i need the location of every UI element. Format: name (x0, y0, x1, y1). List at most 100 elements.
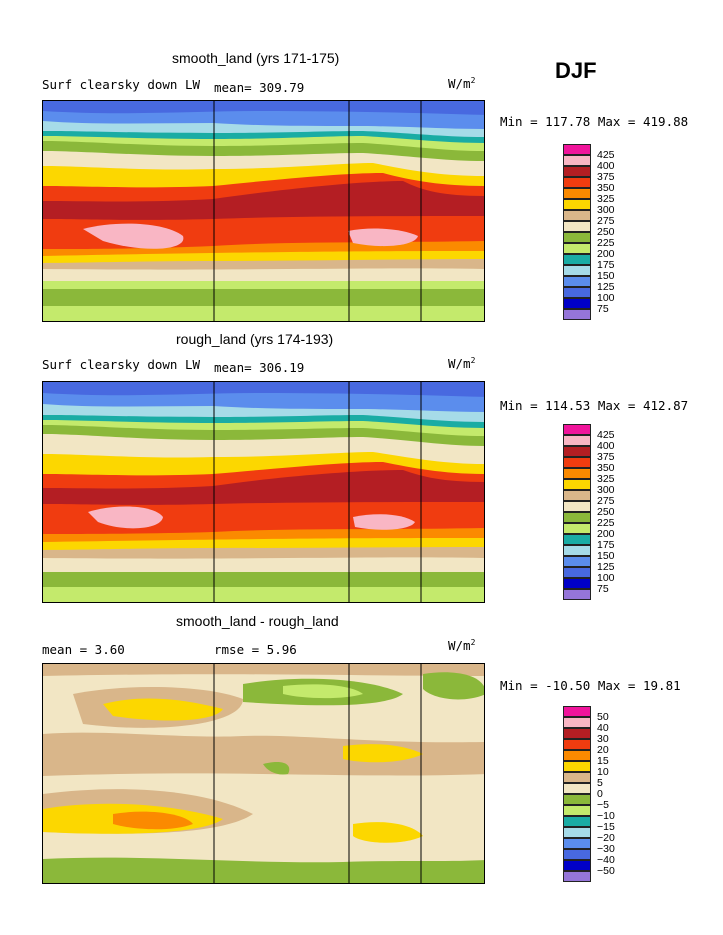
diff-region-d (283, 684, 363, 699)
colorbar-tick-label: 175 (597, 259, 615, 271)
colorbar-tick-label: 425 (597, 149, 615, 161)
panel-3-rmse-label: rmse = 5.96 (214, 642, 297, 657)
panel-1-contour-plot (42, 100, 485, 322)
colorbar-tick-label: 375 (597, 171, 615, 183)
colorbar-tick-label: 40 (597, 722, 609, 734)
colorbar-swatch (563, 750, 591, 761)
colorbar-swatch (563, 827, 591, 838)
colorbar-tick-label: 125 (597, 561, 615, 573)
colorbar-tick-label: 15 (597, 755, 609, 767)
colorbar-tick-label: 400 (597, 160, 615, 172)
panel-1-units: W/m2 (448, 76, 476, 92)
colorbar-swatch (563, 309, 591, 320)
colorbar-tick-label: 30 (597, 733, 609, 745)
colorbar-tick-label: 150 (597, 550, 615, 562)
colorbar-tick-label: 200 (597, 528, 615, 540)
panel-2-contour-plot (42, 381, 485, 603)
diff-region-e (423, 672, 484, 700)
colorbar-tick-label: −10 (597, 810, 615, 822)
colorbar-swatch (563, 794, 591, 805)
colorbar-tick-label: 5 (597, 777, 603, 789)
panel-2-mean-label: mean= 306.19 (214, 360, 305, 375)
colorbar-swatch (563, 589, 591, 600)
colorbar-swatch (563, 144, 591, 155)
panel-3-mean-label: mean = 3.60 (42, 642, 125, 657)
colorbar-tick-label: 225 (597, 517, 615, 529)
diff-region-b (103, 698, 223, 721)
lw-max-blob-2 (348, 228, 418, 247)
colorbar-swatch (563, 435, 591, 446)
lw-max-blob-1 (88, 506, 163, 529)
panel-2-title: rough_land (yrs 174-193) (176, 331, 334, 347)
panel-3-contour-plot (42, 663, 485, 884)
colorbar-swatch (563, 816, 591, 827)
colorbar-swatch (563, 556, 591, 567)
colorbar-swatch (563, 728, 591, 739)
season-label: DJF (555, 58, 597, 83)
panel-2-field-label: Surf clearsky down LW (42, 357, 201, 372)
diff-region-f (43, 732, 484, 776)
colorbar-swatch (563, 761, 591, 772)
colorbar-tick-label: 250 (597, 506, 615, 518)
lw-max-blob-2 (353, 514, 415, 530)
colorbar-swatch (563, 254, 591, 265)
colorbar-tick-label: 350 (597, 182, 615, 194)
colorbar-tick-label: 375 (597, 451, 615, 463)
colorbar-swatch (563, 177, 591, 188)
panel-1-title: smooth_land (yrs 171-175) (172, 50, 340, 66)
colorbar-tick-label: 225 (597, 237, 615, 249)
colorbar-swatch (563, 210, 591, 221)
panel-3-title: smooth_land - rough_land (176, 613, 339, 629)
colorbar-tick-label: 325 (597, 473, 615, 485)
colorbar-tick-label: 300 (597, 204, 615, 216)
diff-region-g (343, 744, 423, 763)
panel-2-units: W/m2 (448, 356, 476, 372)
colorbar-swatch (563, 166, 591, 177)
colorbar-swatch (563, 871, 591, 882)
colorbar-swatch (563, 155, 591, 166)
colorbar-swatch (563, 199, 591, 210)
colorbar-swatch (563, 706, 591, 717)
colorbar-swatch (563, 545, 591, 556)
panel-3-minmax: Min = -10.50 Max = 19.81 (500, 678, 681, 693)
colorbar-swatch (563, 457, 591, 468)
colorbar-tick-label: −5 (597, 799, 609, 811)
colorbar-swatch (563, 783, 591, 794)
colorbar-tick-label: 0 (597, 788, 603, 800)
diff-region-l (263, 762, 290, 775)
colorbar-swatch (563, 739, 591, 750)
panel-1-field-label: Surf clearsky down LW (42, 77, 201, 92)
colorbar-swatch (563, 265, 591, 276)
colorbar-swatch (563, 298, 591, 309)
colorbar-swatch (563, 446, 591, 457)
colorbar-tick-label: 100 (597, 572, 615, 584)
colorbar-swatch (563, 512, 591, 523)
colorbar-swatch (563, 287, 591, 298)
colorbar-tick-label: −40 (597, 854, 615, 866)
colorbar-swatch (563, 468, 591, 479)
colorbar-tick-label: −50 (597, 865, 615, 877)
colorbar-swatch (563, 243, 591, 254)
panel-1-mean-label: mean= 309.79 (214, 80, 305, 95)
colorbar-swatch (563, 221, 591, 232)
colorbar-swatch (563, 567, 591, 578)
panel-2-minmax: Min = 114.53 Max = 412.87 (500, 398, 689, 413)
colorbar-swatch (563, 772, 591, 783)
colorbar-tick-label: 10 (597, 766, 609, 778)
diff-region-k (353, 822, 423, 843)
colorbar-swatch (563, 838, 591, 849)
colorbar-tick-label: 125 (597, 281, 615, 293)
colorbar-swatch (563, 860, 591, 871)
colorbar-tick-label: −30 (597, 843, 615, 855)
diff-region-j (113, 811, 193, 830)
colorbar-tick-label: 150 (597, 270, 615, 282)
diff-band-5-top (43, 664, 484, 676)
colorbar-tick-label: 300 (597, 484, 615, 496)
colorbar-swatch (563, 188, 591, 199)
lw-band-125-top (43, 101, 484, 115)
colorbar-swatch (563, 534, 591, 545)
colorbar-swatch (563, 276, 591, 287)
diff-band-neg5-bottom (43, 857, 484, 883)
colorbar-tick-label: 200 (597, 248, 615, 260)
colorbar-tick-label: 75 (597, 303, 609, 315)
